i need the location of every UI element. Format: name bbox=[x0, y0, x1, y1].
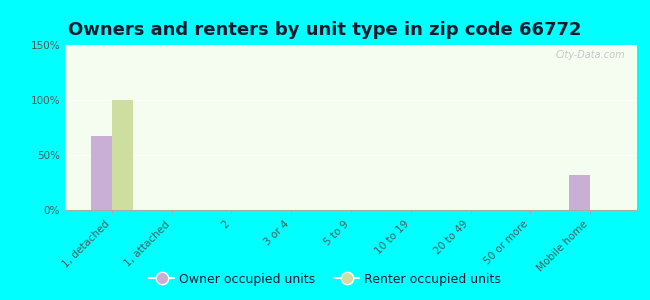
Bar bbox=[91, 136, 112, 210]
Text: City-Data.com: City-Data.com bbox=[556, 50, 625, 60]
Bar bbox=[569, 175, 590, 210]
Bar bbox=[112, 100, 133, 210]
Text: Owners and renters by unit type in zip code 66772: Owners and renters by unit type in zip c… bbox=[68, 21, 582, 39]
Legend: Owner occupied units, Renter occupied units: Owner occupied units, Renter occupied un… bbox=[144, 268, 506, 291]
